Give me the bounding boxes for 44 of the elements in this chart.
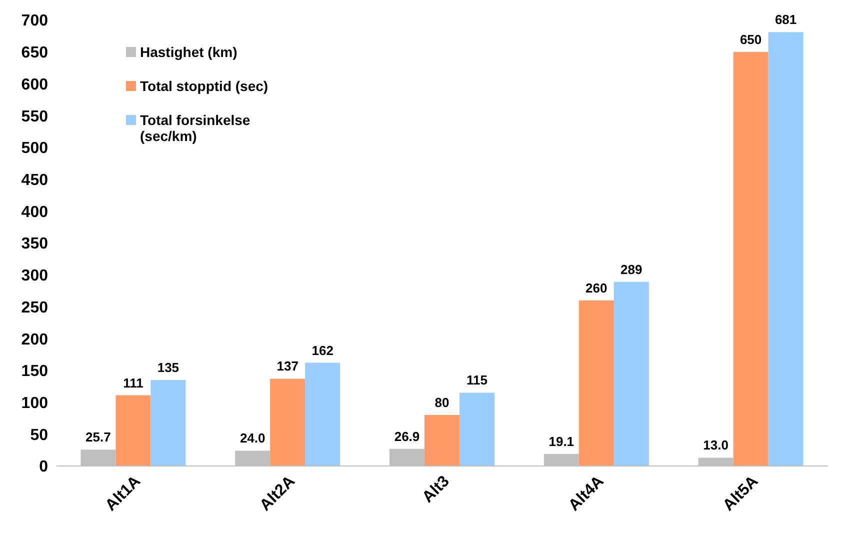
y-tick-label: 300 [21,268,48,285]
data-label: 681 [774,12,797,28]
y-tick-label: 250 [21,299,48,316]
bar [768,32,804,466]
data-label: 115 [466,372,488,388]
bar [424,415,460,466]
bar [578,300,614,466]
data-label: 13.0 [703,438,728,453]
data-label: 111 [123,375,144,390]
bar [460,392,495,466]
y-tick-label: 350 [21,236,48,253]
bar [614,282,649,466]
bar [116,395,151,466]
y-tick-label: 400 [21,204,48,221]
legend-label: Total stopptid (sec) [140,78,270,94]
bar [150,380,186,466]
y-tick-label: 100 [21,394,48,412]
y-tick-label: 500 [21,140,48,158]
data-label: 260 [586,280,608,296]
y-tick-label: 650 [21,44,48,62]
y-tick-label: 0 [39,458,48,476]
y-tick-label: 450 [21,172,48,189]
data-label: 19.1 [548,434,574,449]
legend-label: Total forsinkelse (sec/km) [140,112,252,144]
x-tick-label: Alt3 [419,472,453,506]
bar [733,52,768,466]
data-label: 24.0 [240,430,266,446]
y-tick-label: 150 [21,363,48,380]
data-label: 137 [276,358,298,374]
y-tick-label: 700 [21,12,48,30]
data-label: 650 [740,32,762,47]
data-label: 80 [434,395,450,410]
y-tick-label: 200 [21,331,48,348]
data-label: 135 [157,360,180,375]
y-tick-label: 600 [21,76,48,94]
data-label: 25.7 [86,430,111,445]
y-tick-label: 50 [30,426,48,444]
y-tick-label: 550 [21,108,48,126]
data-label: 26.9 [394,428,420,444]
data-label: 289 [620,262,642,277]
bar [270,378,306,466]
data-label: 162 [312,342,334,358]
legend-label: Hastighet (km) [140,44,238,60]
bar [305,362,340,466]
